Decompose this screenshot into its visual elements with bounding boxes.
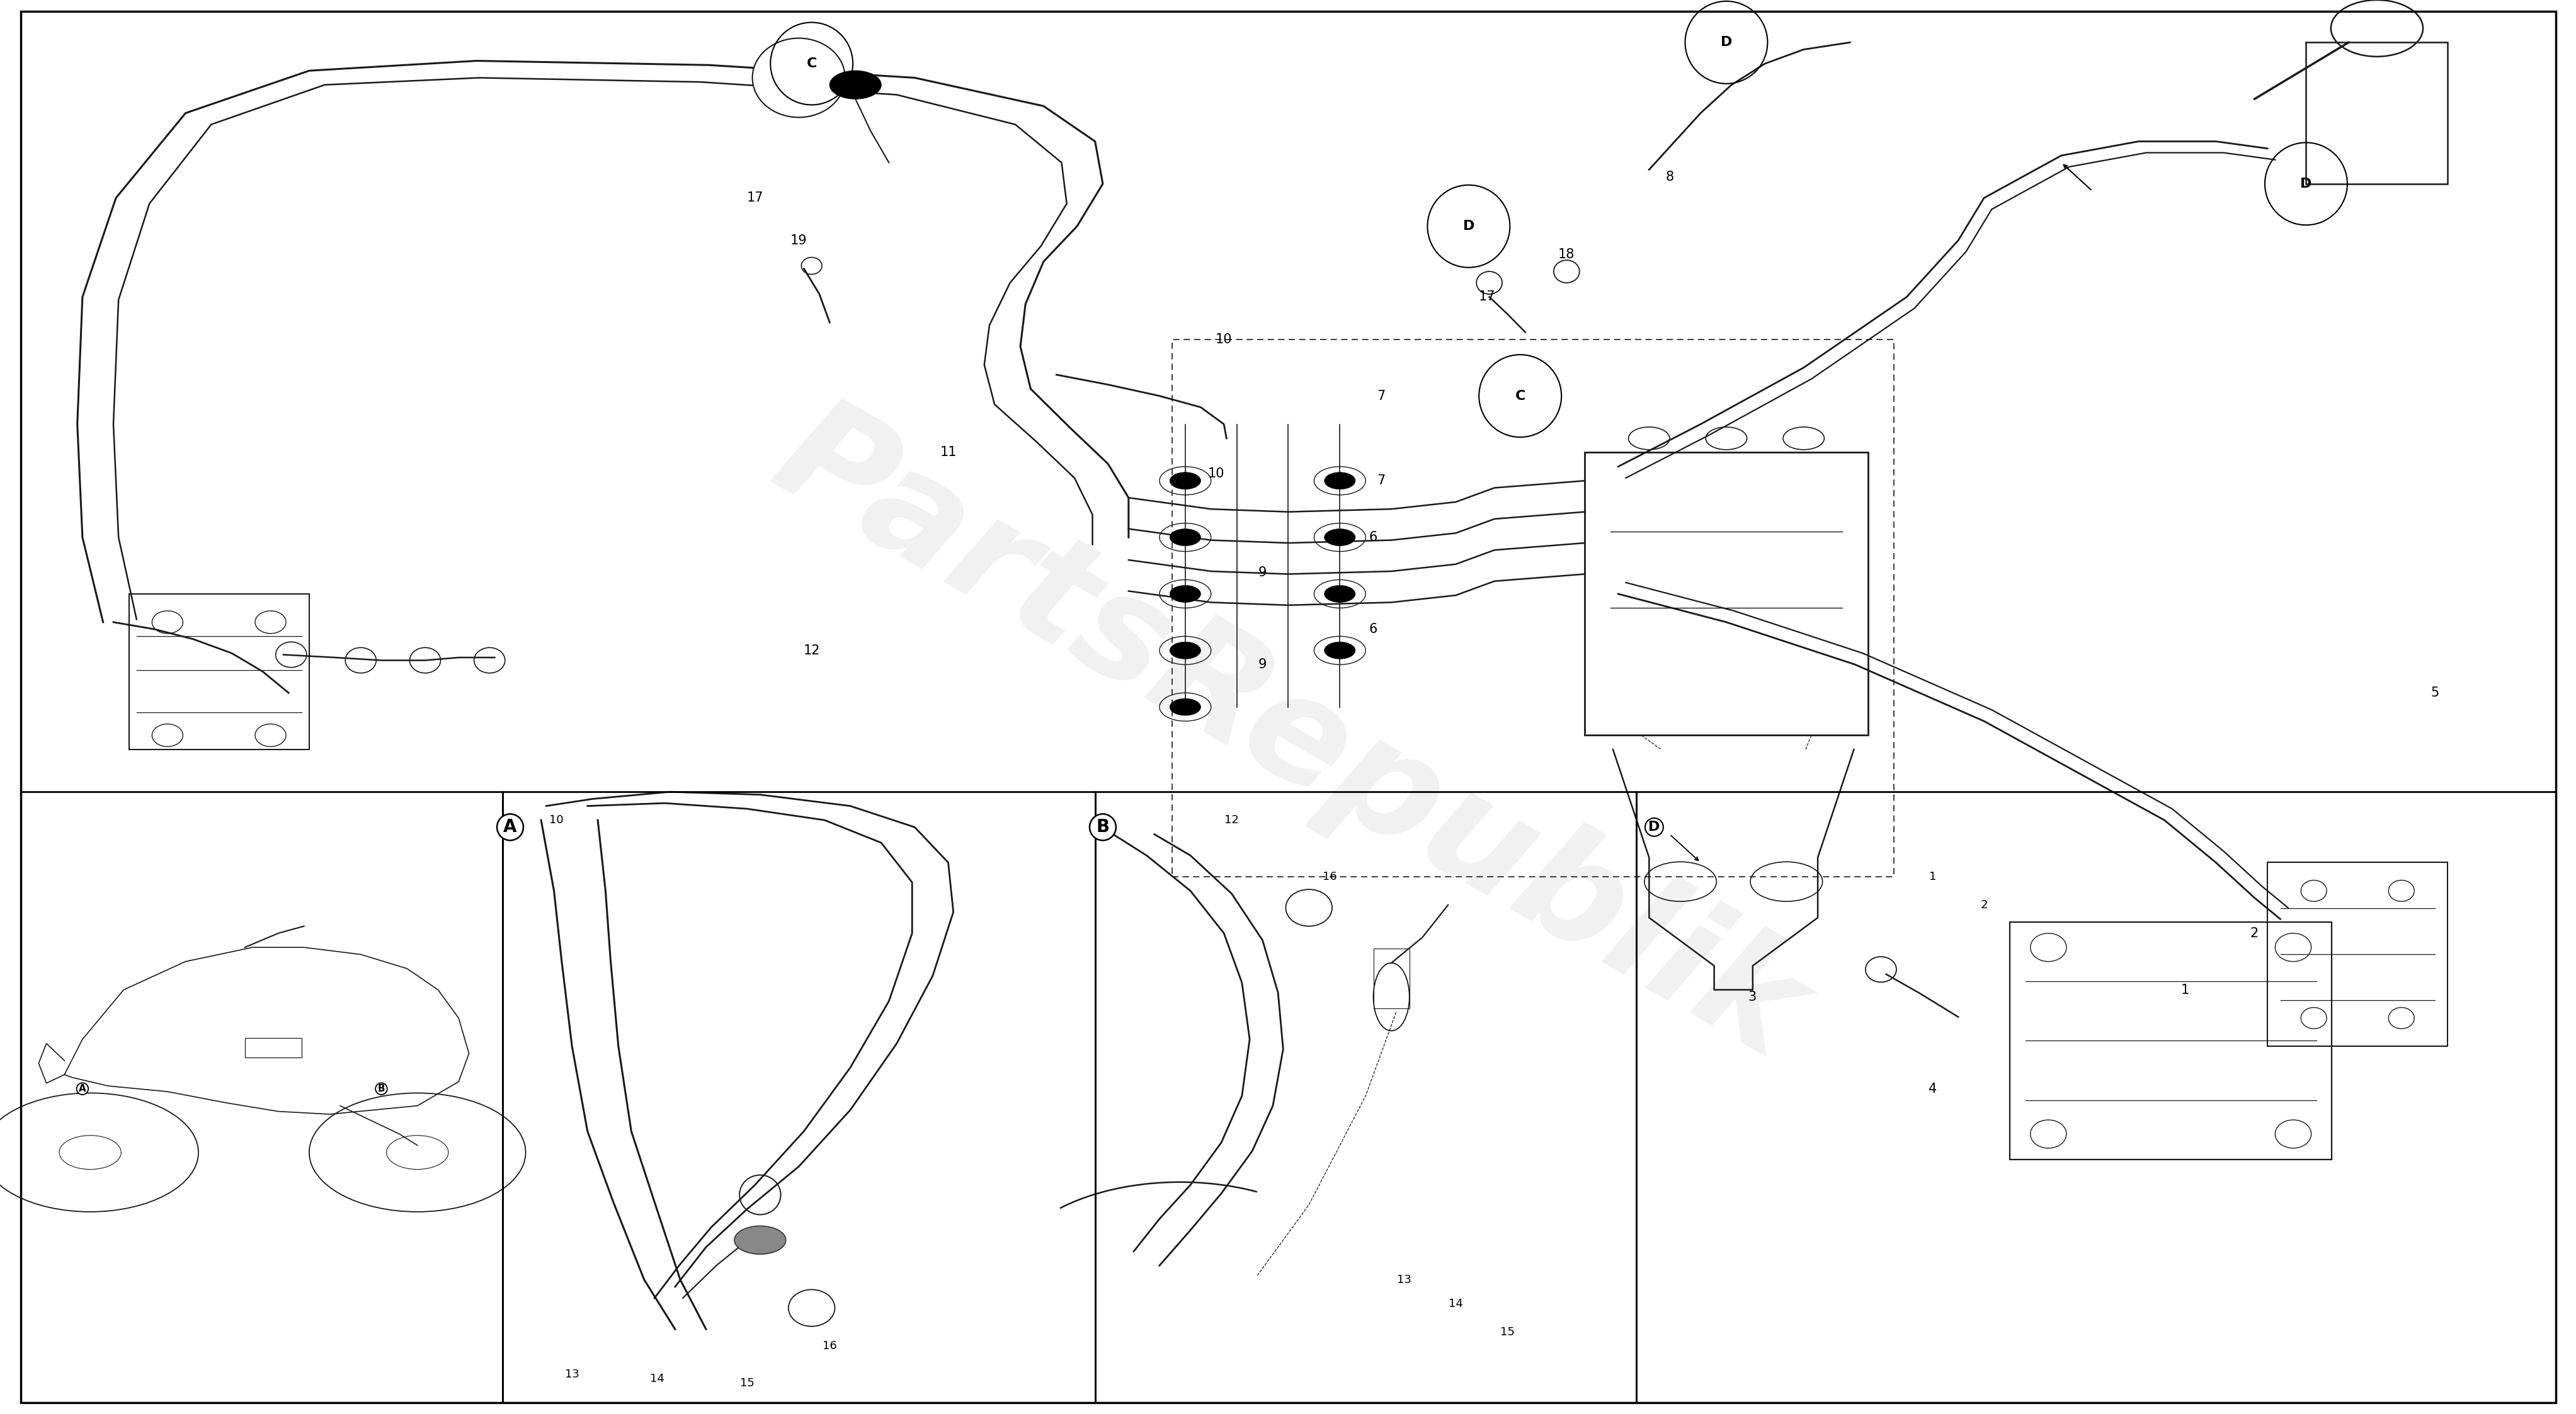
Bar bbox=[2267, 863, 2447, 1046]
Text: 2: 2 bbox=[1981, 899, 1986, 911]
Text: 16: 16 bbox=[822, 1340, 837, 1352]
Text: 14: 14 bbox=[1448, 1298, 1463, 1309]
Circle shape bbox=[1324, 529, 1355, 546]
Text: D: D bbox=[1721, 37, 1731, 48]
Text: 7: 7 bbox=[1376, 475, 1386, 486]
Text: 12: 12 bbox=[1224, 814, 1239, 826]
Circle shape bbox=[829, 71, 881, 99]
Text: C: C bbox=[806, 58, 817, 69]
Text: 10: 10 bbox=[549, 814, 564, 826]
Text: 16: 16 bbox=[1321, 871, 1337, 882]
Text: 5: 5 bbox=[2429, 687, 2439, 699]
Text: 1: 1 bbox=[2179, 984, 2190, 995]
Text: 6: 6 bbox=[1368, 624, 1378, 635]
Text: D: D bbox=[1649, 822, 1659, 833]
Text: 11: 11 bbox=[940, 447, 956, 458]
Circle shape bbox=[1170, 529, 1200, 546]
Text: 14: 14 bbox=[649, 1373, 665, 1384]
Text: B: B bbox=[1095, 819, 1110, 836]
Text: 1: 1 bbox=[1929, 871, 1935, 882]
Text: 7: 7 bbox=[1376, 390, 1386, 402]
Text: A: A bbox=[502, 819, 518, 836]
Bar bbox=[1584, 452, 1868, 735]
Circle shape bbox=[1324, 642, 1355, 659]
Text: C: C bbox=[1515, 390, 1525, 402]
Text: D: D bbox=[1463, 221, 1473, 232]
Text: PartsRepublik: PartsRepublik bbox=[750, 383, 1826, 1087]
Circle shape bbox=[1170, 472, 1200, 489]
Bar bbox=[21, 792, 502, 1403]
Text: 6: 6 bbox=[1368, 532, 1378, 543]
Circle shape bbox=[734, 1226, 786, 1254]
Text: 19: 19 bbox=[791, 235, 806, 246]
Text: 15: 15 bbox=[739, 1377, 755, 1389]
Circle shape bbox=[1170, 585, 1200, 602]
Text: D: D bbox=[2300, 178, 2311, 189]
Text: 18: 18 bbox=[1558, 249, 1574, 260]
Text: 17: 17 bbox=[747, 192, 762, 204]
Circle shape bbox=[1170, 642, 1200, 659]
Bar bbox=[129, 594, 309, 749]
Ellipse shape bbox=[1476, 271, 1502, 294]
Bar bbox=[1636, 792, 2555, 1403]
Bar bbox=[1172, 339, 1893, 877]
Text: 12: 12 bbox=[804, 645, 819, 656]
Bar bbox=[1373, 949, 1409, 1008]
Text: 13: 13 bbox=[564, 1369, 580, 1380]
Text: 17: 17 bbox=[1479, 291, 1494, 303]
Text: 2: 2 bbox=[2249, 928, 2259, 939]
Bar bbox=[1095, 792, 1636, 1403]
Text: 9: 9 bbox=[1257, 567, 1267, 578]
Text: 10: 10 bbox=[1216, 334, 1231, 345]
Bar bbox=[2306, 42, 2447, 184]
Ellipse shape bbox=[1553, 260, 1579, 283]
Bar bbox=[502, 792, 1095, 1403]
Circle shape bbox=[1324, 585, 1355, 602]
Text: A: A bbox=[80, 1085, 85, 1093]
Bar bbox=[2009, 922, 2331, 1159]
Text: 4: 4 bbox=[1927, 1083, 1937, 1094]
Circle shape bbox=[1324, 472, 1355, 489]
Bar bbox=[245, 1038, 301, 1058]
Text: 15: 15 bbox=[1499, 1326, 1515, 1338]
Text: 10: 10 bbox=[1208, 468, 1224, 479]
Circle shape bbox=[1170, 699, 1200, 715]
Text: 8: 8 bbox=[1664, 171, 1674, 182]
Text: 9: 9 bbox=[1257, 659, 1267, 670]
Text: B: B bbox=[379, 1085, 384, 1093]
Text: 13: 13 bbox=[1396, 1274, 1412, 1285]
Ellipse shape bbox=[752, 38, 845, 117]
Text: 3: 3 bbox=[1747, 991, 1757, 1003]
